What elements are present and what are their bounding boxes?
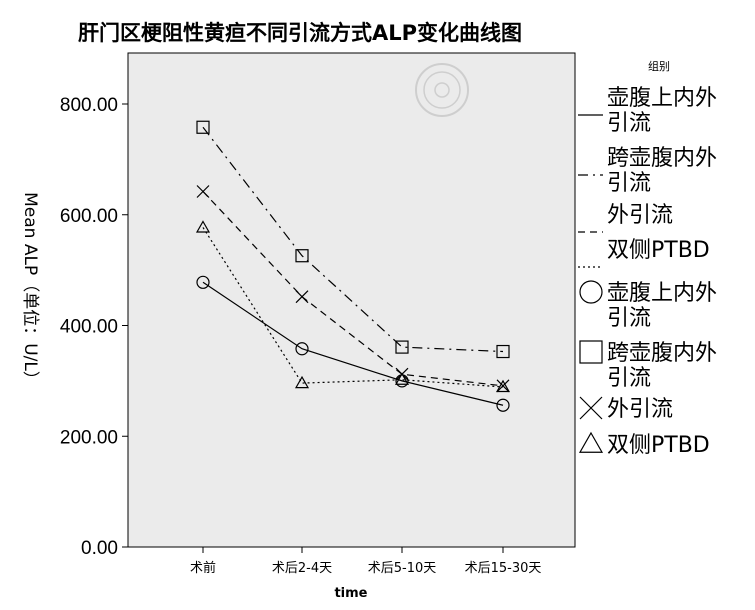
legend-label: 外引流 [607, 397, 673, 422]
legend-label: 双侧PTBD [607, 238, 710, 263]
point-circle [295, 342, 309, 356]
chart-title: 肝门区梗阻性黄疸不同引流方式ALP变化曲线图 [78, 21, 522, 45]
series-line [202, 227, 504, 388]
x-axis-label: time [334, 586, 367, 601]
series [195, 220, 511, 393]
legend-label: 壶腹上内外引流 [607, 281, 717, 331]
series-layer [195, 120, 511, 412]
legend-title: 组别 [648, 59, 670, 73]
y-tick-label: 200.00 [60, 427, 118, 448]
x-tick-label: 术后15-30天 [465, 561, 542, 576]
x-tick-label: 术后2-4天 [272, 561, 332, 576]
x-axis: 术前 术后2-4天 术后5-10天 术后15-30天 [190, 547, 541, 576]
point-square [295, 249, 309, 263]
series [196, 120, 510, 359]
point-circle [579, 280, 603, 304]
watermark-seal [415, 63, 469, 117]
plot-area [127, 52, 576, 548]
point-square [579, 340, 603, 364]
point-triangle [195, 220, 211, 233]
legend-label: 双侧PTBD [607, 433, 710, 458]
point-square [196, 120, 210, 134]
legend-label: 外引流 [607, 203, 673, 228]
legend-label: 跨壶腹内外引流 [607, 146, 717, 196]
point-cross [295, 290, 309, 304]
point-triangle [294, 375, 310, 389]
point-cross [496, 379, 510, 393]
series-line [202, 126, 504, 353]
point-triangle [578, 431, 604, 453]
point-square [395, 340, 409, 354]
point-triangle [495, 379, 511, 393]
legend-label: 壶腹上内外引流 [607, 86, 717, 136]
point-cross [579, 396, 603, 420]
y-axis-label: Mean ALP（单位：U/L） [20, 192, 40, 388]
y-axis: 0.00 200.00 400.00 600.00 800.00 [60, 95, 128, 559]
point-triangle [394, 372, 410, 385]
point-square [496, 344, 510, 359]
x-tick-label: 术前 [190, 560, 216, 576]
point-circle [496, 398, 510, 412]
point-cross [196, 185, 210, 198]
y-tick-label: 400.00 [60, 317, 118, 338]
y-tick-label: 0.00 [81, 538, 118, 559]
series-line [202, 191, 504, 387]
y-tick-label: 800.00 [60, 95, 118, 116]
legend: 壶腹上内外引流跨壶腹内外引流外引流双侧PTBD壶腹上内外引流跨壶腹内外引流外引流… [578, 86, 717, 458]
y-tick-label: 600.00 [60, 206, 118, 227]
legend-label: 跨壶腹内外引流 [607, 341, 717, 391]
point-circle [196, 275, 210, 289]
series-line [202, 281, 504, 406]
x-tick-label: 术后5-10天 [368, 561, 437, 576]
